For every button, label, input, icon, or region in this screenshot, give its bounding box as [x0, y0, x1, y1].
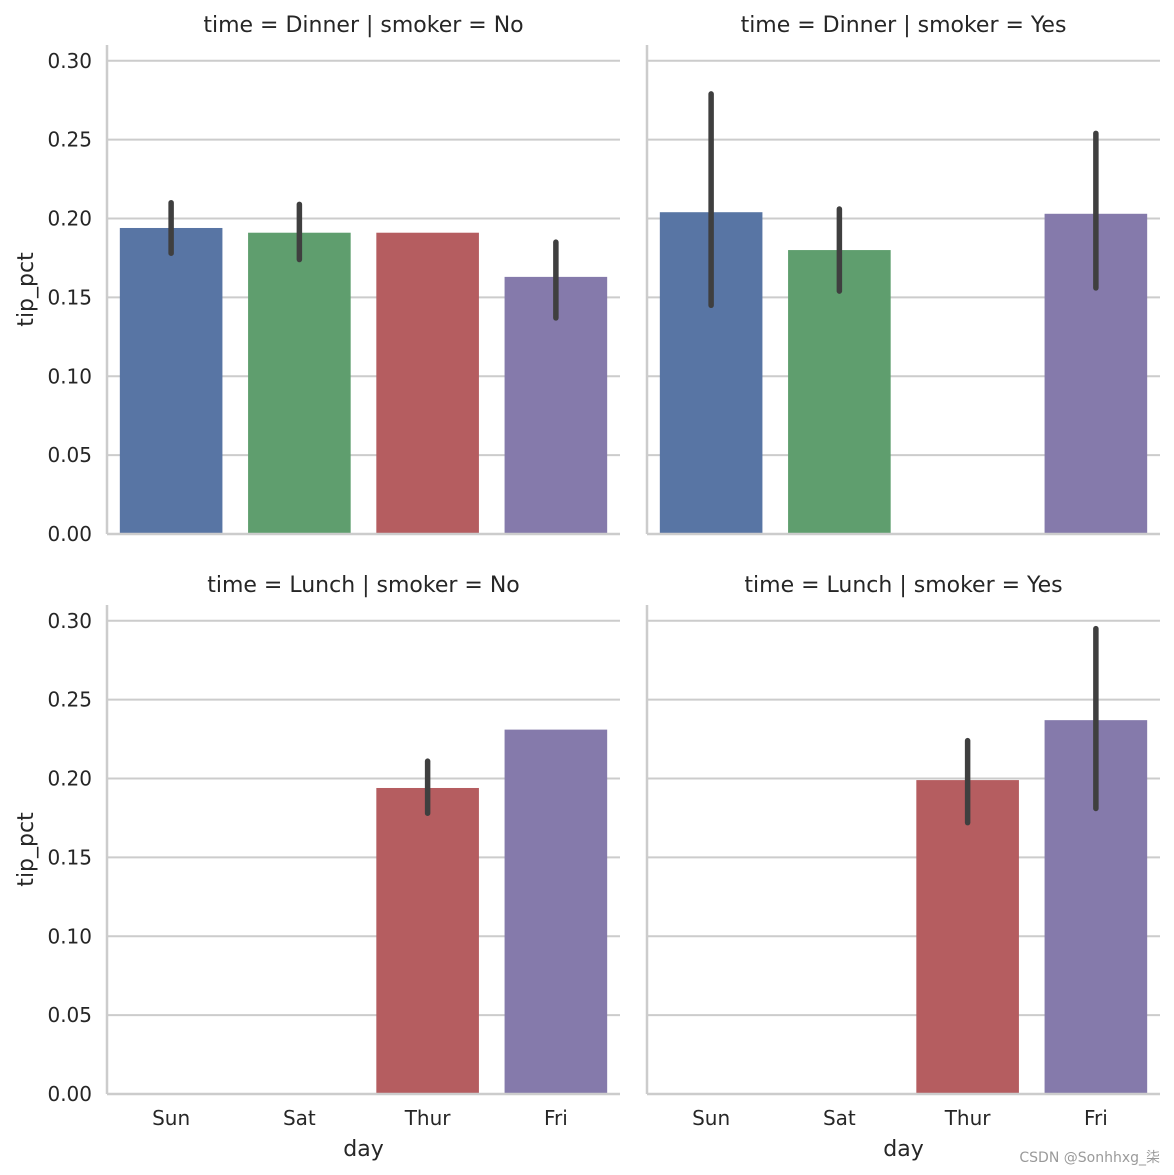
y-tick-label: 0.30	[47, 609, 92, 633]
x-tick-label: Thur	[944, 1106, 992, 1130]
y-tick-label: 0.15	[47, 285, 92, 309]
y-tick-label: 0.25	[47, 128, 92, 152]
bar-thur	[376, 232, 479, 535]
x-axis-label: day	[343, 1137, 383, 1162]
bar-thur	[916, 780, 1019, 1094]
facet-panel-3: 0.00 0.05 0.10 0.15 0.20 0.25 0.30 Sun Sat Thur Fr…	[14, 573, 620, 1162]
bar-thur	[376, 787, 479, 1094]
x-tick-label: Sun	[692, 1106, 730, 1130]
facet-title: time = Lunch | smoker = No	[207, 573, 520, 598]
bar-fri	[504, 729, 608, 1094]
x-tick-label: Fri	[544, 1106, 568, 1130]
facet-panel-4: Sun Sat Thur Fri time = Lunch | smoker = Yes…	[645, 573, 1160, 1162]
bar-sun	[119, 227, 223, 534]
facet-title: time = Dinner | smoker = Yes	[741, 13, 1067, 38]
y-tick-label: 0.25	[47, 688, 92, 712]
facet-title: time = Lunch | smoker = Yes	[744, 573, 1062, 598]
x-axis-label: day	[883, 1137, 923, 1162]
x-tick-label: Sun	[152, 1106, 190, 1130]
bar-sat	[248, 232, 351, 535]
y-tick-label: 0.10	[47, 364, 92, 388]
y-tick-label: 0.10	[47, 924, 92, 948]
y-axis-label: tip_pct	[14, 252, 39, 327]
bar-sat	[788, 250, 891, 534]
x-tick-label: Sat	[823, 1106, 856, 1130]
y-tick-label: 0.20	[47, 767, 92, 791]
y-tick-label: 0.15	[47, 845, 92, 869]
y-tick-label: 0.00	[47, 522, 92, 546]
y-axis-label: tip_pct	[14, 812, 39, 887]
watermark: CSDN @Sonhhxg_柒	[1019, 1150, 1160, 1166]
facet-panel-2: time = Dinner | smoker = Yes	[645, 13, 1160, 536]
y-tick-label: 0.05	[47, 443, 92, 467]
y-tick-label: 0.20	[47, 207, 92, 231]
y-tick-label: 0.00	[47, 1082, 92, 1106]
x-tick-label: Thur	[404, 1106, 452, 1130]
x-tick-label: Sat	[283, 1106, 316, 1130]
y-tick-label: 0.30	[47, 49, 92, 73]
y-tick-label: 0.05	[47, 1003, 92, 1027]
x-tick-label: Fri	[1084, 1106, 1108, 1130]
facet-panel-1: 0.00 0.05 0.10 0.15 0.20 0.25 0.30 time = Dinne…	[14, 13, 620, 546]
facet-title: time = Dinner | smoker = No	[203, 13, 523, 38]
